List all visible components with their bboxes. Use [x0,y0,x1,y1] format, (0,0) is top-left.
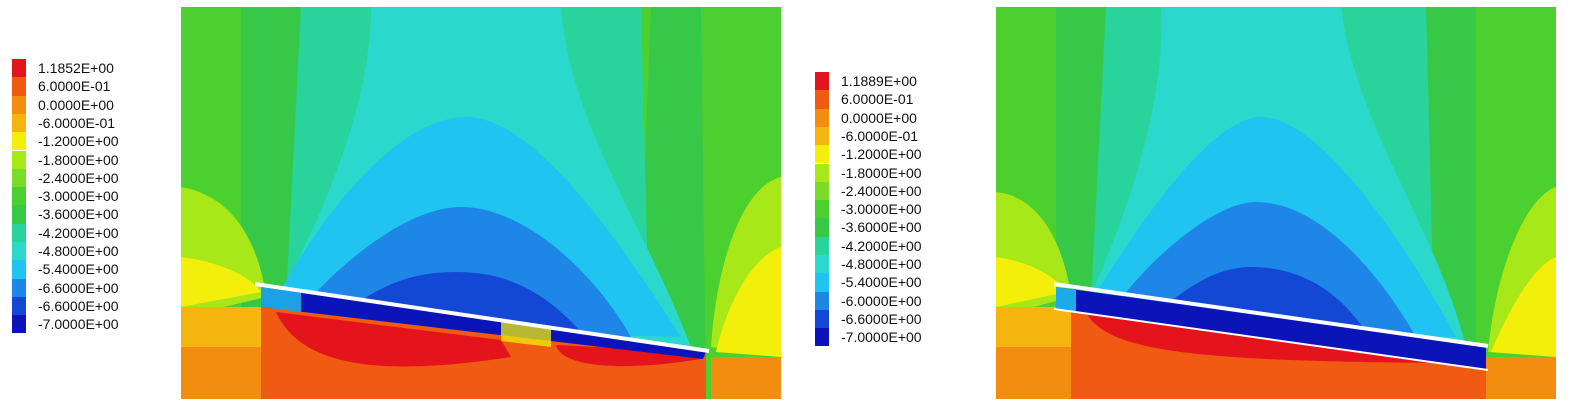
legend-label: -6.0000E+00 [841,292,922,309]
legend-swatch [815,309,829,329]
contour-band [181,257,261,307]
legend-label: 0.0000E+00 [38,96,114,113]
legend-label: -6.0000E-01 [841,127,919,144]
legend-swatch [815,236,829,255]
legend-label: -1.2000E+00 [38,133,119,150]
legend-swatch [815,273,829,292]
contour-plot-left [181,7,781,399]
legend-label: -5.4000E+00 [841,274,922,291]
legend-swatch [12,187,26,206]
legend-label: -3.0000E+00 [38,188,119,205]
contour-band [996,347,1071,399]
legend-swatch [815,108,829,127]
legend-label: -5.4000E+00 [38,261,119,278]
legend-label: -4.8000E+00 [38,243,119,259]
layer-edge-line [1053,282,1489,348]
legend-label: -2.4000E+00 [841,182,922,199]
contour-band [716,247,781,357]
legend-label: 1.1889E+00 [841,73,917,89]
legend-label: 6.0000E-01 [38,78,111,95]
legend-swatch [815,126,829,146]
legend-swatch [12,296,26,316]
legend-label: -7.0000E+00 [38,316,119,333]
legend-swatch [12,95,26,114]
contour-band [1486,357,1556,399]
legend-swatch [12,315,26,334]
contour-band [1491,257,1556,357]
legend-swatch [815,181,829,201]
layer-edge-line [254,282,710,353]
layer-gradient-left [1056,287,1076,312]
contour-band [181,347,261,399]
legend-swatch [12,205,26,224]
legend-swatch [815,218,829,237]
legend-swatch [815,90,829,109]
legend-swatch [12,260,26,279]
contour-band [996,257,1066,307]
layer-gradient-left [261,287,301,312]
layer-edge-line-bottom [1053,308,1489,371]
legend-swatch [12,113,26,133]
legend-label: -3.6000E+00 [38,206,119,223]
legend-label: -1.8000E+00 [841,164,922,181]
legend-label: -1.8000E+00 [38,151,119,168]
inclined-layer [261,287,706,359]
legend-swatch [12,132,26,151]
legend-label: -3.0000E+00 [841,201,922,218]
contour-band [276,312,511,367]
colorbar-legend-left: 1.1852E+00 6.0000E-01 0.0000E+00 -6.0000E-0… [12,59,162,339]
contour-plot-right [996,7,1556,399]
legend-label: -6.6000E+00 [841,310,922,327]
legend-swatch [12,77,26,96]
legend-label: -6.6000E+00 [38,297,119,314]
legend-label: -6.6000E+00 [38,279,119,296]
legend-label: 6.0000E-01 [841,91,914,108]
legend-label: -3.6000E+00 [841,219,922,236]
legend-swatch [12,278,26,297]
legend-swatch [815,163,829,182]
legend-label: -4.2000E+00 [841,237,922,254]
colorbar-legend-right: 1.1889E+00 6.0000E-01 0.0000E+00 -6.0000E-0… [815,72,965,352]
legend-swatch [815,200,829,219]
legend-label: -2.4000E+00 [38,169,119,186]
legend-swatch [12,150,26,169]
contour-band [711,357,781,399]
legend-label: 1.1852E+00 [38,60,114,76]
legend-swatch [12,168,26,188]
legend-label: 0.0000E+00 [841,109,917,126]
legend-label: -1.2000E+00 [841,146,922,163]
legend-label: -7.0000E+00 [841,329,922,346]
legend-swatch [815,72,829,91]
legend-swatch [815,328,829,347]
legend-label: -4.8000E+00 [841,256,922,272]
inclined-layer [1056,287,1486,369]
legend-swatch [815,145,829,164]
legend-label: -4.2000E+00 [38,224,119,241]
legend-label: -6.0000E-01 [38,114,116,131]
legend-swatch [12,242,26,261]
legend-swatch [12,223,26,242]
legend-swatch [815,255,829,274]
legend-swatch [815,291,829,310]
legend-swatch [12,59,26,78]
